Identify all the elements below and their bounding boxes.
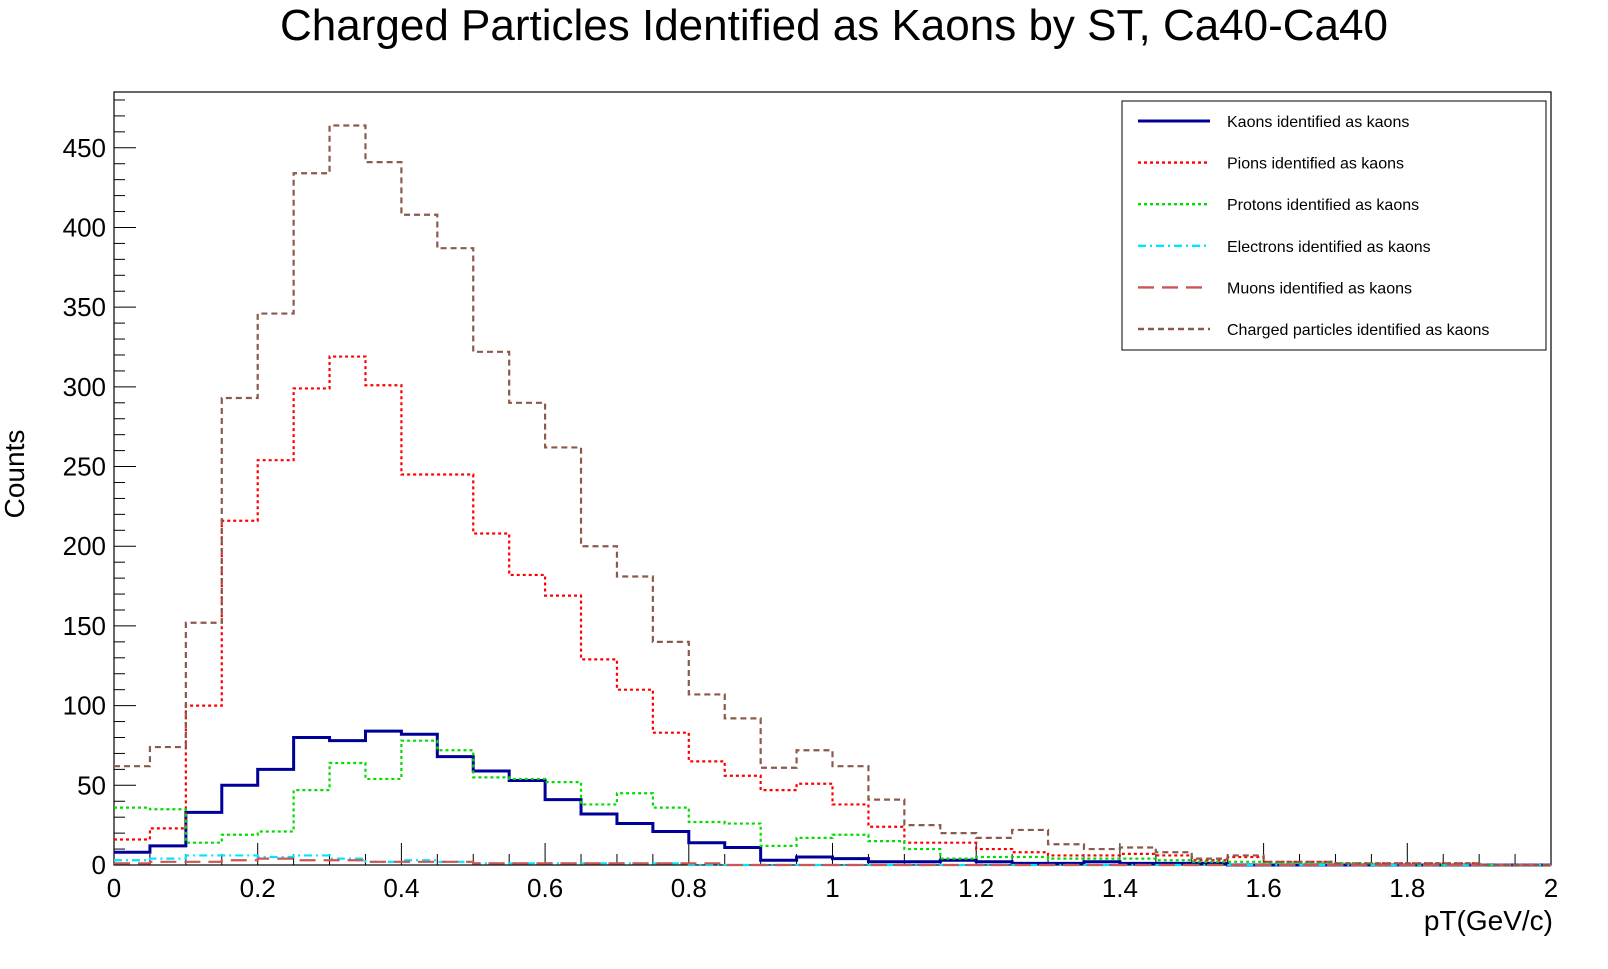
legend-label-5: Charged particles identified as kaons (1227, 322, 1489, 339)
y-tick-label: 300 (63, 372, 106, 402)
y-tick-label: 400 (63, 212, 106, 242)
x-tick-label: 1.4 (1102, 873, 1138, 903)
y-tick-label: 150 (63, 611, 106, 641)
x-axis-ticks: 0 0.2 0.4 0.6 0.8 1 1.2 1.4 1.6 1.8 2 (107, 843, 1558, 903)
x-tick-label: 0.8 (671, 873, 707, 903)
legend-label-3: Electrons identified as kaons (1227, 239, 1431, 256)
y-tick-label: 450 (63, 133, 106, 163)
series-group (114, 124, 1551, 867)
series-line-1 (114, 355, 1551, 867)
y-axis-label: Counts (0, 430, 30, 519)
series-line-0 (114, 729, 1551, 867)
y-tick-label: 100 (63, 691, 106, 721)
legend: Kaons identified as kaons Pions identifie… (1121, 100, 1547, 351)
legend-items: Kaons identified as kaons Pions identifie… (1138, 114, 1489, 339)
x-tick-label: 2 (1544, 873, 1558, 903)
y-axis-ticks: 0 50 100 150 200 250 300 350 400 450 (63, 99, 136, 880)
x-tick-label: 0.4 (383, 873, 419, 903)
series-line-3 (114, 854, 1551, 867)
x-tick-label: 0 (107, 873, 121, 903)
x-tick-label: 0.6 (527, 873, 563, 903)
x-tick-label: 1.8 (1389, 873, 1425, 903)
y-tick-label: 0 (92, 850, 106, 880)
legend-label-1: Pions identified as kaons (1227, 156, 1404, 173)
series-line-4 (114, 857, 1551, 867)
chart-title: Charged Particles Identified as Kaons by… (280, 1, 1388, 50)
series-line-2 (114, 739, 1551, 867)
legend-label-2: Protons identified as kaons (1227, 197, 1419, 214)
legend-label-0: Kaons identified as kaons (1227, 114, 1409, 131)
y-tick-label: 200 (63, 531, 106, 561)
y-tick-label: 250 (63, 452, 106, 482)
series-line-5 (114, 124, 1551, 867)
y-tick-label: 350 (63, 292, 106, 322)
x-tick-label: 1 (825, 873, 839, 903)
legend-box (1121, 100, 1547, 351)
y-tick-label: 50 (77, 770, 106, 800)
x-tick-label: 0.2 (240, 873, 276, 903)
legend-label-4: Muons identified as kaons (1227, 280, 1412, 297)
x-tick-label: 1.2 (958, 873, 994, 903)
x-axis-label: pT(GeV/c) (1424, 905, 1553, 936)
x-tick-label: 1.6 (1246, 873, 1282, 903)
